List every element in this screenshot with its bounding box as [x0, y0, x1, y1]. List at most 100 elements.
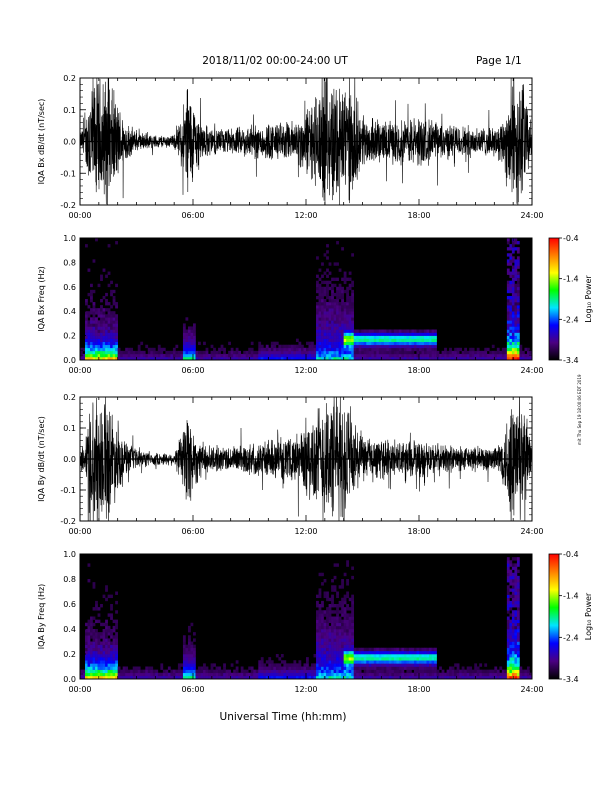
spectrogram-cell — [293, 344, 297, 349]
spectrogram-cell — [516, 585, 520, 589]
spectrogram-cell — [346, 650, 349, 655]
spectrogram-cell — [185, 338, 189, 342]
spectrogram-cell — [117, 353, 121, 358]
spectrogram-cell — [348, 647, 352, 652]
spectrogram-cell — [87, 675, 91, 680]
spectrogram-cell — [509, 604, 513, 608]
spectrogram-cell — [100, 669, 103, 674]
spectrogram-cell — [321, 326, 324, 330]
spectrogram-cell — [469, 666, 473, 670]
spectrogram-cell — [446, 350, 450, 355]
spectrogram-cell — [230, 353, 234, 358]
spectrogram-cell — [476, 669, 480, 674]
spectrogram-cell — [506, 675, 510, 680]
spectrogram-cell — [361, 347, 365, 352]
spectrogram-cell — [280, 672, 284, 677]
spectrogram-cell — [175, 353, 179, 358]
spectrogram-cell — [341, 292, 344, 297]
spectrogram-cell — [295, 338, 299, 342]
spectrogram-cell — [107, 625, 111, 630]
spectrogram-cell — [331, 657, 334, 661]
spectrogram-cell — [351, 663, 355, 667]
spectrogram-cell — [373, 650, 377, 655]
spectrogram-cell — [95, 632, 98, 636]
spectrogram-cell — [316, 286, 319, 291]
spectrogram-cell — [92, 259, 96, 263]
spectrogram-cell — [396, 669, 400, 674]
spectrogram-cell — [265, 344, 269, 349]
spectrogram-cell — [401, 660, 405, 664]
spectrogram-cell — [260, 344, 264, 349]
spectrogram-cell — [318, 632, 322, 636]
spectrogram-cell — [230, 675, 234, 680]
spectrogram-cell — [511, 286, 515, 291]
spectrogram-cell — [416, 666, 420, 670]
spectrogram-cell — [353, 663, 357, 667]
spectrogram-cell — [110, 356, 113, 361]
spectrogram-cell — [333, 302, 337, 306]
spectrogram-cell — [516, 277, 520, 281]
spectrogram-cell — [235, 347, 239, 352]
spectrogram-cell — [413, 341, 417, 346]
spectrogram-cell — [411, 663, 415, 667]
spectrogram-cell — [348, 597, 352, 602]
spectrogram-cell — [97, 308, 101, 312]
spectrogram-cell — [187, 647, 191, 652]
spectrogram-cell — [165, 350, 169, 355]
spectrogram-cell — [366, 335, 370, 339]
spectrogram-cell — [132, 669, 136, 674]
spectrogram-cell — [182, 326, 186, 330]
spectrogram-cell — [343, 625, 347, 630]
spectrogram-cell — [429, 657, 432, 661]
spectrogram-cell — [509, 560, 513, 564]
spectrogram-cell — [368, 647, 372, 652]
spectrogram-cell — [147, 669, 151, 674]
spectrogram-cell — [105, 302, 108, 306]
spectrogram-cell — [326, 314, 329, 318]
spectrogram-cell — [321, 641, 324, 645]
spectrogram-cell — [155, 350, 159, 355]
spectrogram-cell — [361, 647, 365, 652]
y-tick-label: 0.4 — [63, 307, 76, 316]
spectrogram-cell — [348, 638, 352, 642]
spectrogram-cell — [115, 320, 118, 324]
spectrogram-cell — [190, 641, 194, 645]
spectrogram-cell — [343, 341, 347, 346]
spectrogram-cell — [494, 672, 498, 677]
spectrogram-cell — [160, 675, 164, 680]
spectrogram-cell — [376, 663, 380, 667]
spectrogram-cell — [203, 675, 206, 680]
spectrogram-cell — [333, 292, 337, 297]
spectrogram-cell — [326, 672, 329, 677]
spectrogram-cell — [321, 305, 324, 309]
spectrogram-cell — [290, 350, 294, 355]
spectrogram-cell — [245, 356, 249, 361]
spectrogram-cell — [110, 666, 113, 670]
spectrogram-cell — [356, 666, 360, 670]
spectrogram-cell — [456, 666, 460, 670]
spectrogram-cell — [401, 663, 405, 667]
spectrogram-cell — [521, 672, 525, 677]
spectrogram-cell — [396, 654, 400, 658]
spectrogram-cell — [396, 672, 400, 677]
spectrogram-cell — [200, 356, 204, 361]
spectrogram-cell — [393, 344, 397, 349]
spectrogram-cell — [398, 353, 402, 358]
spectrogram-cell — [100, 326, 103, 330]
spectrogram-cell — [341, 660, 344, 664]
spectrogram-cell — [85, 647, 88, 652]
spectrogram-cell — [461, 675, 465, 680]
spectrogram-cell — [368, 341, 372, 346]
spectrogram-cell — [316, 320, 319, 324]
spectrogram-cell — [509, 657, 513, 661]
spectrogram-cell — [97, 619, 101, 624]
spectrogram-cell — [416, 335, 420, 339]
spectrogram-cell — [506, 320, 510, 324]
spectrogram-cell — [506, 632, 510, 636]
spectrogram-cell — [419, 669, 422, 674]
spectrogram-cell — [215, 669, 219, 674]
spectrogram-cell — [130, 669, 134, 674]
spectrogram-cell — [464, 356, 468, 361]
spectrogram-cell — [95, 641, 98, 645]
spectrogram-cell — [514, 588, 518, 592]
